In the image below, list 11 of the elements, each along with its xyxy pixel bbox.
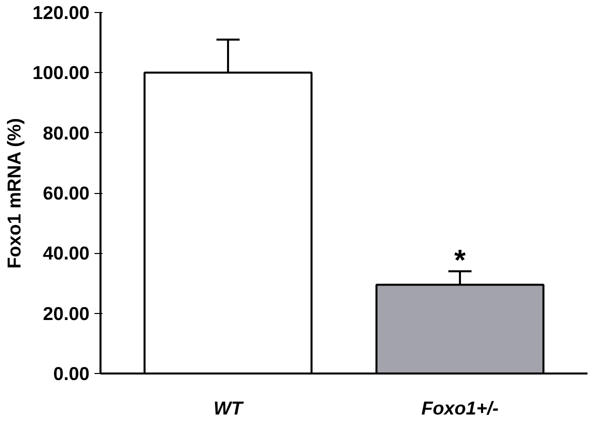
y-axis-title: Foxo1 mRNA (%) (3, 118, 24, 269)
y-tick-label: 60.00 (42, 182, 90, 204)
y-tick-label: 40.00 (42, 242, 90, 264)
x-tick-label: Foxo1+/- (421, 398, 499, 418)
x-tick-label: WT (214, 398, 244, 418)
annotation: * (454, 244, 466, 278)
y-tick-label: 0.00 (53, 363, 90, 384)
y-tick-label: 100.00 (32, 62, 90, 84)
y-tick-label: 80.00 (42, 122, 90, 144)
y-tick-label: 20.00 (42, 302, 90, 324)
y-tick-label: 120.00 (32, 2, 90, 23)
